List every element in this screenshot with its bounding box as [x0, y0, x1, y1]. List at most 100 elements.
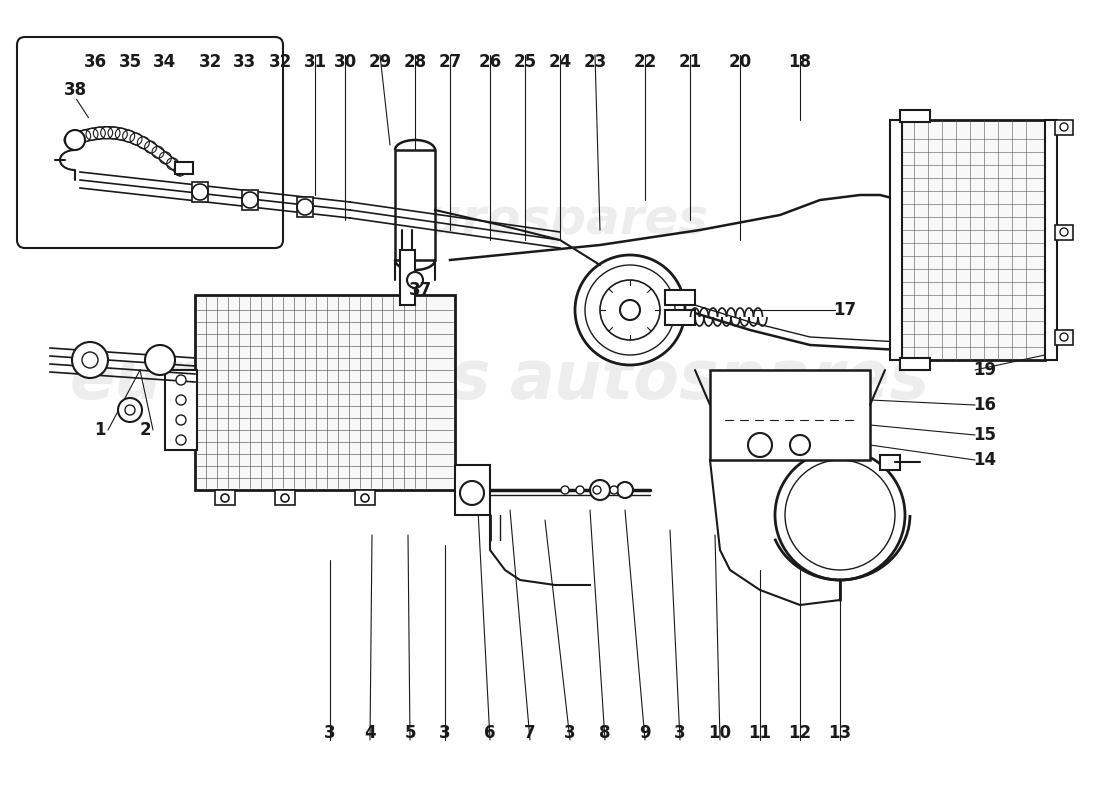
Circle shape: [118, 398, 142, 422]
Circle shape: [176, 435, 186, 445]
Bar: [455, 465, 490, 515]
Text: 32: 32: [268, 53, 292, 71]
Text: 31: 31: [304, 53, 327, 71]
Text: 29: 29: [368, 53, 392, 71]
Bar: [175, 162, 192, 174]
Circle shape: [785, 460, 895, 570]
Text: 3: 3: [324, 724, 336, 742]
Bar: [900, 110, 930, 122]
Bar: [710, 370, 870, 460]
Bar: [666, 310, 695, 325]
Text: 14: 14: [974, 451, 997, 469]
Circle shape: [176, 395, 186, 405]
Circle shape: [1060, 333, 1068, 341]
Text: 7: 7: [525, 724, 536, 742]
Circle shape: [1060, 123, 1068, 131]
Bar: [900, 358, 930, 370]
Bar: [1055, 120, 1072, 135]
Text: 3: 3: [674, 724, 685, 742]
Text: autospares: autospares: [510, 347, 931, 413]
FancyBboxPatch shape: [16, 37, 283, 248]
Circle shape: [590, 480, 610, 500]
Circle shape: [221, 494, 229, 502]
Circle shape: [790, 435, 810, 455]
Circle shape: [176, 375, 186, 385]
Text: 3: 3: [439, 724, 451, 742]
Text: 37: 37: [408, 281, 431, 299]
Text: 21: 21: [679, 53, 702, 71]
Text: 19: 19: [974, 361, 997, 379]
Bar: [214, 490, 235, 505]
Text: 23: 23: [583, 53, 606, 71]
Circle shape: [407, 272, 424, 288]
Circle shape: [361, 494, 368, 502]
Text: 30: 30: [333, 53, 356, 71]
Bar: [600, 280, 660, 340]
Bar: [1055, 225, 1072, 240]
Text: 36: 36: [84, 53, 107, 71]
Circle shape: [460, 481, 484, 505]
Bar: [1055, 330, 1072, 345]
Circle shape: [575, 255, 685, 365]
Text: 4: 4: [364, 724, 376, 742]
Text: 10: 10: [708, 724, 732, 742]
Text: 3: 3: [564, 724, 575, 742]
Bar: [880, 455, 900, 470]
Circle shape: [82, 352, 98, 368]
Circle shape: [617, 482, 632, 498]
Bar: [1045, 120, 1057, 360]
Text: 35: 35: [119, 53, 142, 71]
Bar: [165, 370, 197, 450]
Text: 16: 16: [974, 396, 997, 414]
Text: 6: 6: [484, 724, 496, 742]
Circle shape: [561, 486, 569, 494]
Text: 28: 28: [404, 53, 427, 71]
Circle shape: [585, 265, 675, 355]
Circle shape: [576, 486, 584, 494]
Bar: [242, 190, 258, 210]
Text: 20: 20: [728, 53, 751, 71]
Text: 22: 22: [634, 53, 657, 71]
Text: 18: 18: [789, 53, 812, 71]
Text: 2: 2: [140, 421, 151, 439]
Circle shape: [776, 450, 905, 580]
Circle shape: [280, 494, 289, 502]
Text: 32: 32: [198, 53, 221, 71]
Text: 34: 34: [153, 53, 177, 71]
Text: 9: 9: [639, 724, 651, 742]
Text: 13: 13: [828, 724, 851, 742]
Bar: [400, 250, 415, 305]
Circle shape: [72, 342, 108, 378]
Text: 11: 11: [748, 724, 771, 742]
Circle shape: [125, 405, 135, 415]
Text: eurospares: eurospares: [392, 196, 708, 244]
Text: 25: 25: [514, 53, 537, 71]
Circle shape: [176, 415, 186, 425]
Text: 33: 33: [233, 53, 256, 71]
Bar: [355, 490, 375, 505]
Circle shape: [620, 300, 640, 320]
Circle shape: [65, 130, 85, 150]
Bar: [297, 197, 313, 217]
Bar: [195, 295, 455, 490]
Text: 8: 8: [600, 724, 610, 742]
Text: 38: 38: [64, 81, 87, 99]
Text: 5: 5: [405, 724, 416, 742]
Text: 17: 17: [834, 301, 857, 319]
Text: 24: 24: [549, 53, 572, 71]
Text: 26: 26: [478, 53, 502, 71]
Text: 12: 12: [789, 724, 812, 742]
Circle shape: [1060, 228, 1068, 236]
Bar: [192, 182, 208, 202]
Bar: [900, 120, 1045, 360]
Bar: [395, 150, 434, 260]
Circle shape: [145, 345, 175, 375]
Bar: [666, 290, 695, 305]
Text: 15: 15: [974, 426, 997, 444]
Circle shape: [600, 280, 660, 340]
Text: 27: 27: [439, 53, 462, 71]
Bar: [890, 120, 902, 360]
Circle shape: [593, 486, 601, 494]
Text: eurospares: eurospares: [69, 347, 491, 413]
Circle shape: [748, 433, 772, 457]
